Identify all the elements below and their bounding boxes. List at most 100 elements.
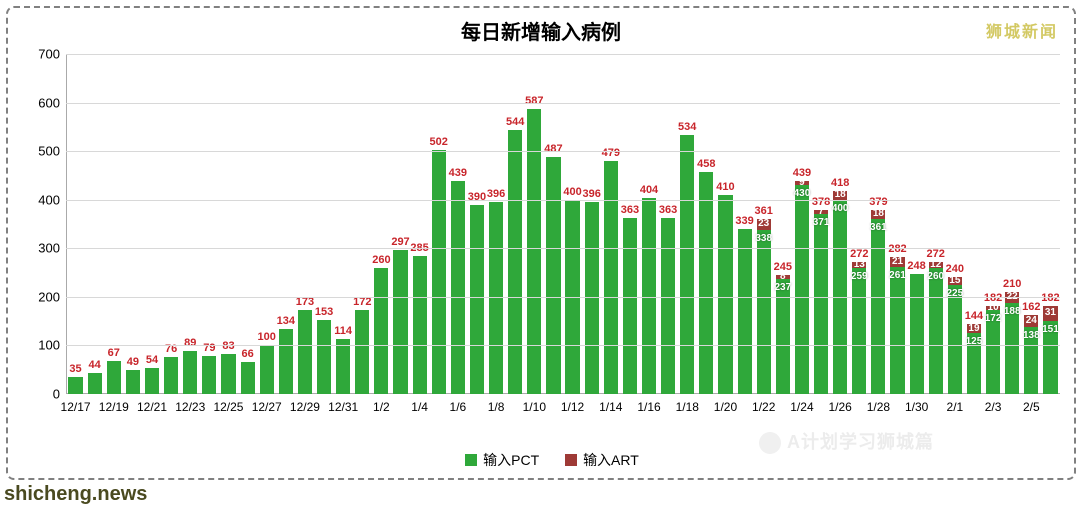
bar-total-label: 396	[582, 188, 600, 200]
bar: 18379361	[871, 54, 885, 394]
bar: 404	[642, 54, 656, 394]
bar-segment-pct	[508, 130, 522, 394]
bar-total-label: 245	[774, 261, 792, 273]
x-tick-label: 1/22	[752, 400, 775, 414]
x-tick-label: 1/12	[561, 400, 584, 414]
bar: 49	[126, 54, 140, 394]
chart-frame: 每日新增输入病例 狮城新闻 35446749547689798366100134…	[6, 6, 1076, 480]
bar-pct-label: 371	[813, 217, 830, 228]
bar: 134	[279, 54, 293, 394]
bar: 9439430	[795, 54, 809, 394]
bar-pct-label: 400	[832, 203, 849, 214]
bar: 487	[546, 54, 560, 394]
bar-total-label: 418	[831, 177, 849, 189]
bar: 153	[317, 54, 331, 394]
bar-total-label: 587	[525, 95, 543, 107]
gridline	[66, 151, 1060, 152]
bar: 248	[910, 54, 924, 394]
bar-total-label: 66	[241, 348, 253, 360]
bar-art-label: 23	[758, 218, 769, 229]
bar-art-label: 10	[988, 302, 999, 313]
x-tick-label: 1/30	[905, 400, 928, 414]
bar-segment-pct	[126, 370, 140, 394]
x-tick-label: 2/5	[1023, 400, 1040, 414]
bar-total-label: 363	[659, 204, 677, 216]
bar-segment-pct	[661, 218, 675, 394]
bar-segment-pct	[929, 268, 943, 394]
bar-segment-pct	[890, 267, 904, 394]
bar-segment-pct	[183, 351, 197, 394]
bar: 67	[107, 54, 121, 394]
bar: 363	[623, 54, 637, 394]
bar-total-label: 272	[850, 248, 868, 260]
plot-area: 3544674954768979836610013417315311417226…	[66, 54, 1060, 394]
bar: 502	[432, 54, 446, 394]
bar-total-label: 260	[372, 254, 390, 266]
bar-total-label: 363	[621, 204, 639, 216]
bar-total-label: 534	[678, 121, 696, 133]
bar-segment-pct	[317, 320, 331, 394]
y-tick-label: 500	[20, 144, 60, 159]
bar-segment-pct	[470, 205, 484, 394]
bar-pct-label: 430	[794, 188, 811, 199]
bar: 458	[699, 54, 713, 394]
bar-total-label: 100	[258, 331, 276, 343]
bar: 44	[88, 54, 102, 394]
bar-total-label: 378	[812, 196, 830, 208]
bar-segment-pct	[336, 339, 350, 394]
bar-segment-pct	[432, 150, 446, 394]
bar: 172	[355, 54, 369, 394]
watermark-top: 狮城新闻	[986, 18, 1058, 42]
bar-segment-pct	[374, 268, 388, 394]
bar-art-label: 31	[1045, 307, 1056, 318]
bar-total-label: 144	[965, 310, 983, 322]
bar-total-label: 89	[184, 337, 196, 349]
bar-total-label: 400	[563, 186, 581, 198]
bar: 7378371	[814, 54, 828, 394]
bar-total-label: 162	[1022, 301, 1040, 313]
x-tick-label: 1/4	[411, 400, 428, 414]
bar-total-label: 248	[907, 260, 925, 272]
bar-art-label: 18	[835, 189, 846, 200]
y-tick-label: 300	[20, 241, 60, 256]
bar: 10182172	[986, 54, 1000, 394]
bar-segment-pct	[221, 354, 235, 394]
bar: 89	[183, 54, 197, 394]
y-tick-label: 600	[20, 95, 60, 110]
gridline	[66, 297, 1060, 298]
gridline	[66, 345, 1060, 346]
bar-total-label: 404	[640, 184, 658, 196]
bar-total-label: 172	[353, 296, 371, 308]
x-tick-label: 12/29	[290, 400, 320, 414]
bar-segment-pct	[910, 274, 924, 394]
x-tick-label: 12/27	[252, 400, 282, 414]
x-tick-label: 1/10	[523, 400, 546, 414]
bar: 439	[451, 54, 465, 394]
bar-segment-pct	[546, 157, 560, 394]
gridline	[66, 248, 1060, 249]
bar-segment-pct	[355, 310, 369, 394]
bar: 544	[508, 54, 522, 394]
bar-segment-pct	[795, 185, 809, 394]
bar-pct-label: 188	[1004, 306, 1021, 317]
x-tick-label: 12/17	[61, 400, 91, 414]
x-tick-label: 1/26	[828, 400, 851, 414]
bar-art-label: 21	[892, 256, 903, 267]
bar: 400	[565, 54, 579, 394]
wechat-icon	[759, 432, 781, 454]
bar-total-label: 44	[89, 359, 101, 371]
bar: 587	[527, 54, 541, 394]
bar-segment-pct	[852, 268, 866, 394]
bar-total-label: 439	[449, 167, 467, 179]
bar: 12272260	[929, 54, 943, 394]
bar-art-label: 24	[1026, 315, 1037, 326]
x-tick-label: 12/21	[137, 400, 167, 414]
bar: 410	[718, 54, 732, 394]
bar-total-label: 487	[544, 143, 562, 155]
bar-total-label: 458	[697, 158, 715, 170]
bar-art-label: 15	[949, 275, 960, 286]
bar-total-label: 240	[946, 263, 964, 275]
bar: 363	[661, 54, 675, 394]
bar: 339	[738, 54, 752, 394]
y-tick-label: 200	[20, 289, 60, 304]
